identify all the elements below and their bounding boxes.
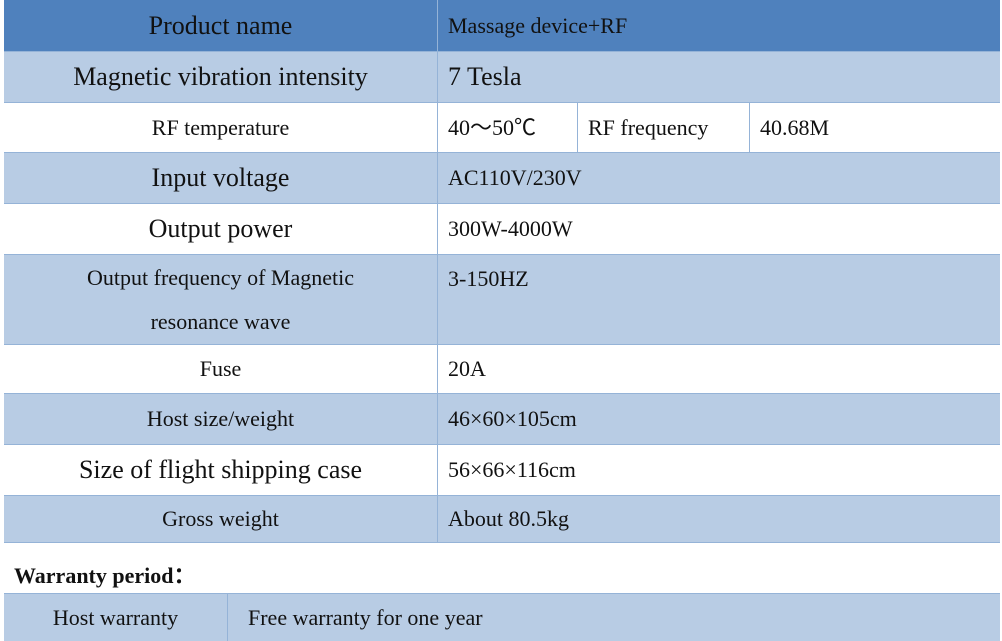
value-cell: 40～50℃ (438, 103, 578, 152)
label-cell: Host warranty (4, 594, 228, 641)
label-cell: Magnetic vibration intensity (4, 52, 438, 102)
value-cell: About 80.5kg (448, 506, 569, 531)
table-row: Gross weight About 80.5kg (4, 496, 1000, 543)
warranty-row: Host warranty Free warranty for one year (4, 593, 1000, 641)
label-cell: Gross weight (4, 496, 438, 542)
value-cell: Free warranty for one year (248, 604, 483, 630)
label-cell: Size of flight shipping case (4, 445, 438, 495)
value-cell: 46×60×105cm (448, 406, 577, 431)
label-cell: Output power (4, 204, 438, 254)
label-cell: Host size/weight (4, 394, 438, 444)
table-row: Output frequency of Magnetic resonance w… (4, 255, 1000, 345)
label-cell: Fuse (4, 345, 438, 393)
section-title: Warranty period： (14, 563, 196, 588)
label-cell: Output frequency of Magnetic resonance w… (4, 255, 438, 344)
table-row: Magnetic vibration intensity 7 Tesla (4, 52, 1000, 103)
table-row: Host size/weight 46×60×105cm (4, 394, 1000, 445)
value-cell: AC110V/230V (448, 165, 582, 190)
value-cell: 300W-4000W (448, 216, 573, 241)
table-row: Output power 300W-4000W (4, 204, 1000, 255)
table-row: RF temperature 40～50℃ RF frequency 40.68… (4, 103, 1000, 153)
value-cell: 3-150HZ (448, 266, 529, 291)
header-cell: Product name (4, 0, 438, 51)
label-cell: RF frequency (578, 103, 750, 152)
table-row: Input voltage AC110V/230V (4, 153, 1000, 204)
label-cell: Input voltage (4, 153, 438, 203)
value-cell: 20A (448, 356, 486, 381)
table-row: Fuse 20A (4, 345, 1000, 394)
table-row: Size of flight shipping case 56×66×116cm (4, 445, 1000, 496)
value-cell: 40.68M (760, 114, 830, 140)
value-cell: 7 Tesla (448, 62, 522, 91)
table-header: Product name Massage device+RF (4, 0, 1000, 52)
value-cell: 56×66×116cm (448, 457, 576, 482)
header-cell: Massage device+RF (448, 12, 628, 38)
label-cell: RF temperature (4, 103, 438, 152)
